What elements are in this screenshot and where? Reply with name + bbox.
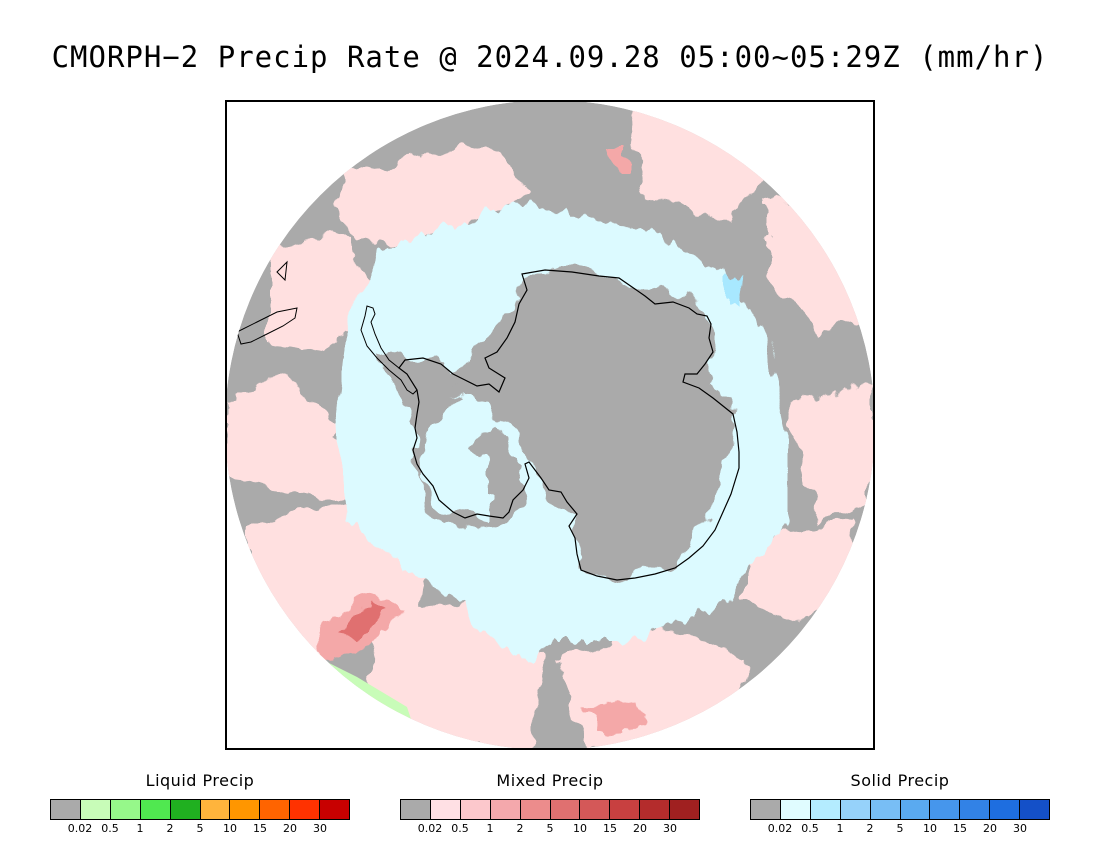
legend-tick-label: 0.02: [417, 822, 443, 835]
legend-tick-label: 15: [603, 822, 617, 835]
precip-map: [225, 100, 875, 750]
legend-swatch: [810, 800, 841, 819]
legend-title: Mixed Precip: [496, 771, 604, 790]
legend-tick-label: 15: [253, 822, 267, 835]
legend-mixed-precip: Mixed Precip 0.02 0.5 1 2 5 10 15 20 30: [400, 770, 700, 838]
legend-swatch: [930, 800, 961, 819]
legend-swatch: [490, 800, 521, 819]
legend-swatch: [870, 800, 901, 819]
legend-tick-label: 10: [573, 822, 587, 835]
legend-tick-label: 10: [923, 822, 937, 835]
legend-liquid-precip: Liquid Precip 0.02 0.5 1 2 5 10 15 20 30: [50, 770, 350, 838]
legend-color-bar: [750, 799, 1050, 820]
legend-tick-label: 30: [663, 822, 677, 835]
antarctica-landmass: [377, 267, 737, 577]
legend-swatch: [51, 800, 81, 819]
legend-tick-label: 0.02: [67, 822, 93, 835]
legend-tick-label: 5: [896, 822, 904, 835]
legend-color-bar: [400, 799, 700, 820]
mixed-precip-heavy: [317, 147, 647, 732]
legend-tick-label: 30: [313, 822, 327, 835]
antarctica-coastline: [398, 269, 740, 581]
legend-swatch: [401, 800, 431, 819]
legend-swatch: [780, 800, 811, 819]
legend-swatch: [200, 800, 231, 819]
legend-swatch: [290, 800, 321, 819]
legend-swatch: [580, 800, 611, 819]
legend-swatch: [170, 800, 201, 819]
south-america-tip-coastline: [236, 260, 298, 345]
legend-tick-label: 1: [486, 822, 494, 835]
legend-swatch: [230, 800, 261, 819]
legend-swatch: [751, 800, 781, 819]
legend-swatch: [460, 800, 491, 819]
legend-title: Solid Precip: [850, 771, 950, 790]
legend-ticks: 0.02 0.5 1 2 5 10 15 20 30: [50, 822, 350, 838]
legend-tick-label: 1: [136, 822, 144, 835]
legend-ticks: 0.02 0.5 1 2 5 10 15 20 30: [750, 822, 1050, 838]
legend-swatch: [900, 800, 931, 819]
legend-swatch: [430, 800, 461, 819]
legend-swatch: [1020, 800, 1050, 819]
legend-tick-label: 20: [283, 822, 297, 835]
legend-tick-label: 0.02: [767, 822, 793, 835]
legend-swatch: [990, 800, 1021, 819]
legend-swatch: [550, 800, 581, 819]
legend-tick-label: 20: [633, 822, 647, 835]
legend-tick-label: 0.5: [451, 822, 469, 835]
chart-title: CMORPH−2 Precip Rate @ 2024.09.28 05:00~…: [51, 40, 1049, 74]
legend-swatch: [80, 800, 111, 819]
legend-tick-label: 5: [196, 822, 204, 835]
polar-map-canvas: [227, 102, 873, 748]
legend-tick-label: 2: [516, 822, 524, 835]
antarctic-peninsula-coastline: [360, 305, 418, 395]
legend-tick-label: 15: [953, 822, 967, 835]
legend-swatch: [520, 800, 551, 819]
legend-tick-label: 20: [983, 822, 997, 835]
legend-swatch: [610, 800, 641, 819]
legend-swatch: [960, 800, 991, 819]
legend-tick-label: 1: [836, 822, 844, 835]
legend-swatch: [260, 800, 291, 819]
legend-swatch: [840, 800, 871, 819]
legend-color-bar: [50, 799, 350, 820]
legend-ticks: 0.02 0.5 1 2 5 10 15 20 30: [400, 822, 700, 838]
precip-field: [227, 102, 873, 748]
legend-tick-label: 0.5: [801, 822, 819, 835]
legend-swatch: [110, 800, 141, 819]
legend-tick-label: 2: [166, 822, 174, 835]
legend-swatch: [140, 800, 171, 819]
legend-tick-label: 2: [866, 822, 874, 835]
legend-tick-label: 0.5: [101, 822, 119, 835]
legend-swatch: [640, 800, 671, 819]
legend-swatch: [670, 800, 700, 819]
legend-swatch: [320, 800, 350, 819]
legend-tick-label: 30: [1013, 822, 1027, 835]
legend-title: Liquid Precip: [145, 771, 255, 790]
legend-tick-label: 10: [223, 822, 237, 835]
legend-solid-precip: Solid Precip 0.02 0.5 1 2 5 10 15 20 30: [750, 770, 1050, 838]
legend-tick-label: 5: [546, 822, 554, 835]
